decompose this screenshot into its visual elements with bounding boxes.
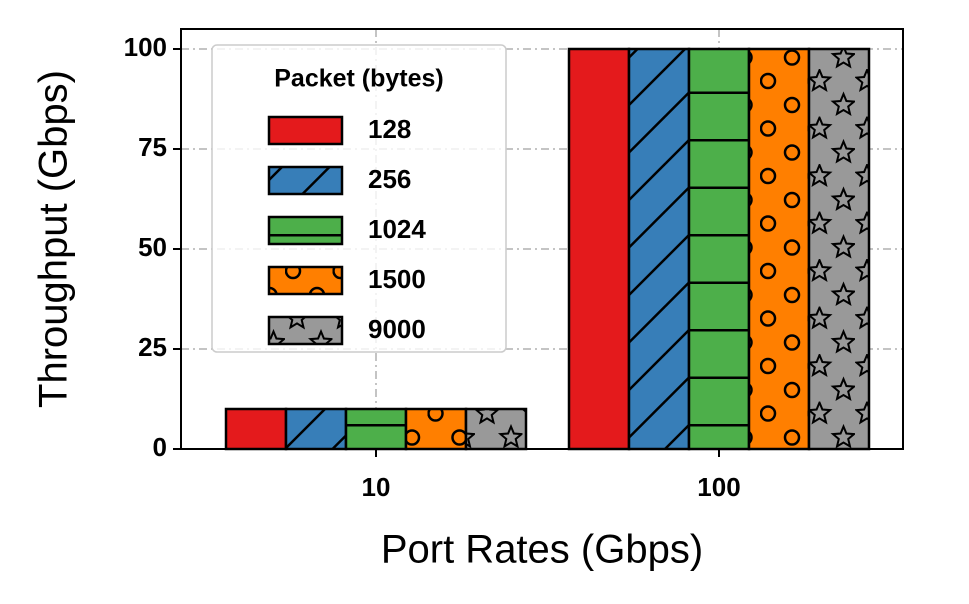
bar bbox=[747, 47, 811, 451]
y-tick-label: 100 bbox=[124, 32, 167, 62]
legend-swatch bbox=[267, 165, 344, 196]
x-tick-label: 10 bbox=[362, 472, 391, 502]
x-axis-label: Port Rates (Gbps) bbox=[381, 528, 703, 572]
legend-swatch bbox=[267, 265, 344, 296]
y-tick-label: 0 bbox=[153, 432, 167, 462]
legend-label: 1024 bbox=[368, 214, 426, 244]
legend-label: 9000 bbox=[368, 314, 426, 344]
legend-swatch bbox=[267, 115, 344, 146]
bar bbox=[807, 47, 871, 451]
legend-label: 256 bbox=[368, 164, 411, 194]
bar bbox=[284, 407, 348, 451]
y-tick-label: 50 bbox=[138, 232, 167, 262]
bar bbox=[567, 47, 631, 451]
bar bbox=[627, 47, 691, 451]
legend-swatch bbox=[267, 315, 344, 346]
y-tick-label: 75 bbox=[138, 132, 167, 162]
bar bbox=[404, 407, 468, 451]
bar bbox=[464, 407, 528, 451]
plot-frame bbox=[180, 28, 904, 450]
y-tick-label: 25 bbox=[138, 332, 167, 362]
legend-title: Packet (bytes) bbox=[274, 65, 444, 93]
y-axis-label: Throughput (Gbps) bbox=[32, 70, 76, 408]
bar bbox=[687, 47, 751, 451]
bar bbox=[224, 407, 288, 451]
axes: 0 25 50 75 100 10 100 bbox=[124, 32, 741, 502]
x-tick-label: 100 bbox=[697, 472, 740, 502]
legend-swatch bbox=[267, 215, 344, 246]
bars bbox=[224, 47, 871, 451]
legend-label: 128 bbox=[368, 114, 411, 144]
bar bbox=[344, 407, 408, 451]
legend-label: 1500 bbox=[368, 264, 426, 294]
legend: Packet (bytes) 128 256 1024 1500 9000 bbox=[211, 44, 507, 353]
